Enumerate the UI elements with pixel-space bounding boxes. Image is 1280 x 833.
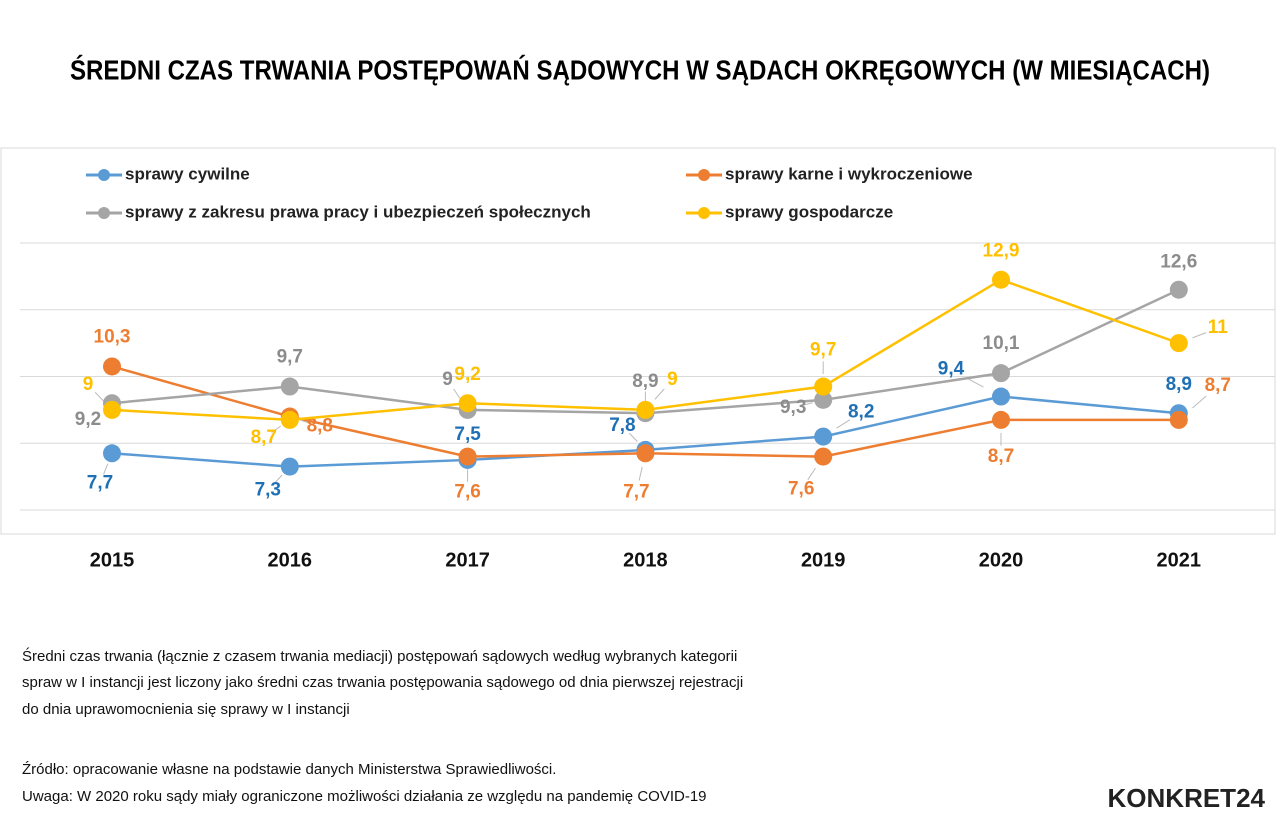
data-label: 9,7	[277, 347, 303, 368]
data-label: 8,2	[848, 402, 874, 423]
data-point	[1169, 334, 1188, 353]
data-label: 12,9	[983, 241, 1020, 262]
data-label: 9,2	[75, 409, 101, 430]
data-label: 7,7	[623, 481, 649, 502]
data-label: 9,2	[454, 364, 480, 385]
data-point	[103, 400, 121, 419]
leader-line	[836, 419, 851, 429]
data-label: 10,1	[983, 333, 1020, 354]
data-point	[992, 387, 1010, 406]
data-point	[280, 410, 299, 429]
legend-marker	[698, 169, 710, 181]
data-point	[458, 394, 477, 413]
data-label: 7,6	[788, 479, 814, 500]
data-point	[458, 447, 477, 466]
leader-line	[271, 425, 281, 433]
source: Źródło: opracowanie własne na podstawie …	[22, 761, 556, 778]
leader-line	[453, 388, 462, 400]
leader-line	[94, 392, 104, 402]
data-label: 9,4	[938, 359, 965, 380]
data-point	[992, 364, 1010, 383]
description: do dnia uprawomocnienia się sprawy w I i…	[22, 701, 350, 718]
chart-title: ŚREDNI CZAS TRWANIA POSTĘPOWAŃ SĄDOWYCH …	[70, 54, 1210, 85]
data-point	[814, 390, 833, 409]
data-label: 10,3	[94, 327, 131, 348]
data-point	[280, 377, 299, 396]
data-label: 7,8	[609, 415, 635, 436]
data-point	[280, 457, 299, 476]
data-label: 8,8	[307, 416, 333, 437]
legend-label: sprawy karne i wykroczeniowe	[725, 164, 973, 183]
description: spraw w I instancji jest liczony jako śr…	[22, 674, 743, 691]
leader-line	[802, 402, 813, 406]
data-point	[814, 427, 833, 446]
data-label: 8,7	[988, 446, 1014, 467]
x-tick-label: 2019	[801, 549, 846, 571]
legend-label: sprawy z zakresu prawa pracy i ubezpiecz…	[125, 202, 591, 221]
x-tick-label: 2018	[623, 549, 668, 571]
data-point	[992, 270, 1010, 289]
data-label: 7,5	[454, 424, 481, 445]
data-label: 8,7	[251, 427, 277, 448]
data-label: 9,7	[810, 340, 836, 361]
legend-label: sprawy cywilne	[125, 164, 250, 183]
data-point	[636, 444, 655, 463]
x-tick-label: 2017	[445, 549, 490, 571]
data-label: 7,6	[454, 482, 480, 503]
data-point	[103, 444, 121, 463]
data-label: 9	[667, 369, 678, 390]
leader-line	[1192, 395, 1207, 409]
data-label: 12,6	[1160, 252, 1197, 273]
legend-label: sprawy gospodarcze	[725, 202, 893, 221]
x-tick-label: 2015	[90, 549, 135, 571]
data-label: 8,7	[1205, 375, 1231, 396]
data-label: 9,3	[780, 397, 806, 418]
leader-line	[628, 432, 638, 442]
x-tick-label: 2021	[1157, 549, 1202, 571]
leader-line	[103, 463, 109, 475]
data-label: 8,9	[1166, 374, 1192, 395]
data-point	[992, 410, 1010, 429]
legend-marker	[98, 207, 110, 219]
data-point	[814, 447, 833, 466]
data-label: 7,7	[87, 472, 113, 493]
leader-line	[300, 419, 311, 425]
remark: Uwaga: W 2020 roku sądy miały ograniczon…	[22, 788, 707, 805]
legend-marker	[698, 207, 710, 219]
data-point	[1169, 280, 1188, 299]
leader-line	[807, 467, 816, 480]
x-tick-label: 2020	[979, 549, 1024, 571]
data-label: 9	[442, 369, 453, 390]
x-tick-label: 2016	[268, 549, 313, 571]
data-point	[103, 357, 121, 376]
data-point	[1169, 410, 1188, 429]
legend-marker	[98, 169, 110, 181]
leader-line	[654, 388, 665, 400]
data-point	[636, 400, 655, 419]
leader-line	[1192, 332, 1207, 339]
plot-frame	[0, 147, 1276, 535]
description: Średni czas trwania (łącznie z czasem tr…	[22, 647, 737, 665]
data-label: 8,9	[632, 371, 658, 392]
data-label: 11	[1208, 317, 1229, 338]
leader-line	[638, 466, 643, 481]
logo: KONKRET24	[1108, 783, 1266, 813]
data-point	[814, 377, 833, 396]
leader-line	[274, 474, 283, 484]
data-label: 7,3	[255, 480, 281, 501]
data-label: 9	[83, 374, 94, 395]
